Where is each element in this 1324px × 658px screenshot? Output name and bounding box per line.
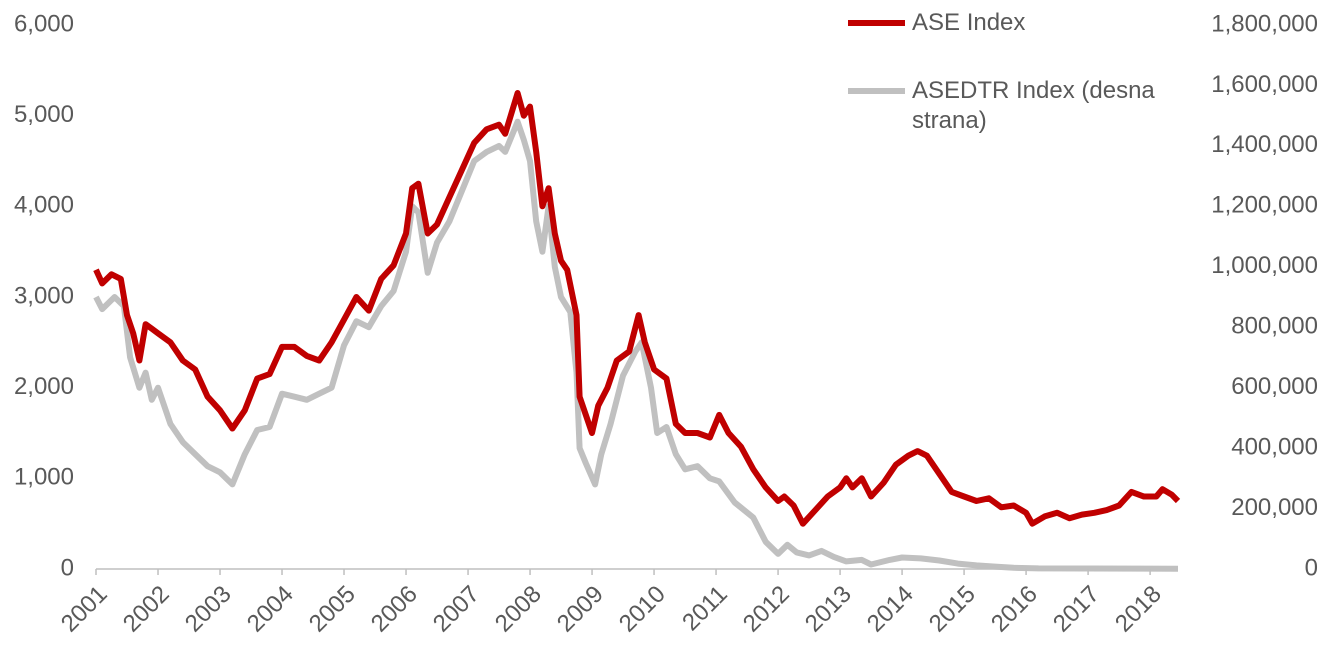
y2-tick-label: 1,400,000 — [1211, 131, 1318, 158]
x-tick-label: 2014 — [862, 581, 919, 638]
x-tick-label: 2016 — [986, 581, 1043, 638]
x-tick-label: 2007 — [428, 581, 485, 638]
y-tick-label: 1,000 — [14, 464, 74, 491]
x-tick-label: 2003 — [180, 581, 237, 638]
x-tick-label: 2010 — [614, 581, 671, 638]
y-tick-label: 6,000 — [14, 10, 74, 37]
series-line — [93, 118, 1179, 572]
x-tick-label: 2012 — [738, 581, 795, 638]
legend-label: ASE Index — [912, 9, 1026, 36]
y2-tick-label: 1,000,000 — [1211, 252, 1318, 279]
legend-label: ASEDTR Index (desna strana) — [912, 77, 1155, 134]
y-tick-label: 4,000 — [14, 192, 74, 219]
x-tick-label: 2002 — [118, 581, 175, 638]
x-tick-label: 2001 — [56, 581, 113, 638]
y2-tick-label: 200,000 — [1231, 494, 1318, 521]
y2-tick-label: 1,800,000 — [1211, 10, 1318, 37]
x-tick-label: 2013 — [800, 581, 857, 638]
y2-tick-label: 1,200,000 — [1211, 192, 1318, 219]
y-tick-label: 2,000 — [14, 373, 74, 400]
x-tick-label: 2018 — [1110, 581, 1167, 638]
y2-tick-label: 400,000 — [1231, 433, 1318, 460]
y-tick-label: 5,000 — [14, 101, 74, 128]
y2-tick-label: 0 — [1305, 554, 1318, 581]
x-tick-label: 2006 — [366, 581, 423, 638]
series-line — [93, 90, 1181, 527]
x-tick-label: 2011 — [677, 581, 733, 637]
x-tick-label: 2015 — [924, 581, 981, 638]
x-tick-label: 2017 — [1048, 581, 1105, 638]
y2-tick-label: 1,600,000 — [1211, 71, 1318, 98]
x-tick-label: 2008 — [490, 581, 547, 638]
x-tick-label: 2005 — [304, 581, 361, 638]
x-tick-label: 2009 — [552, 581, 609, 638]
y2-tick-label: 600,000 — [1231, 373, 1318, 400]
y2-tick-label: 800,000 — [1231, 313, 1318, 340]
y-tick-label: 3,000 — [14, 282, 74, 309]
y-tick-label: 0 — [61, 554, 74, 581]
x-tick-label: 2004 — [242, 581, 299, 638]
